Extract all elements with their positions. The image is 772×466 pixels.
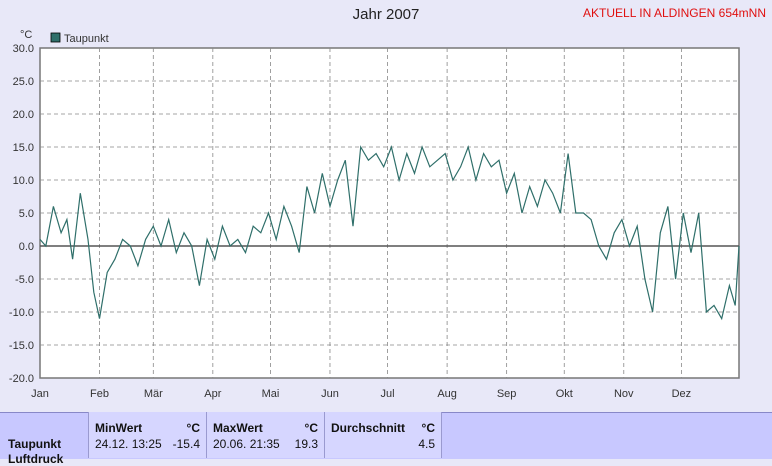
y-tick-label: -10.0	[9, 307, 34, 319]
x-tick-label: Mär	[144, 388, 163, 400]
max-value: 19.3	[294, 437, 318, 451]
x-tick-label: Mai	[262, 388, 280, 400]
stats-next-row-label: Luftdruck	[8, 452, 64, 466]
min-stat-cell: MinWert °C 24.12. 13:25 -15.4	[88, 412, 206, 458]
min-time: 24.12. 13:25	[95, 437, 162, 451]
plot-area	[39, 47, 740, 379]
max-label: MaxWert	[213, 421, 263, 435]
y-tick-label: 5.0	[19, 208, 34, 220]
max-stat-cell: MaxWert °C 20.06. 21:35 19.3	[206, 412, 324, 458]
y-tick-label: -20.0	[9, 373, 34, 385]
x-tick-label: Nov	[614, 388, 634, 400]
avg-unit: °C	[421, 421, 435, 435]
y-unit-label: °C	[20, 29, 32, 41]
avg-label: Durchschnitt	[331, 421, 406, 435]
chart-title: Jahr 2007	[352, 6, 420, 23]
stats-row-label: Taupunkt	[8, 437, 62, 451]
max-unit: °C	[304, 421, 318, 435]
y-tick-label: 20.0	[13, 109, 34, 121]
station-label[interactable]: AKTUELL IN ALDINGEN 654mNN	[583, 6, 766, 20]
y-tick-label: 10.0	[13, 175, 34, 187]
dewpoint-chart: 30.0 25.0 20.0 15.0 10.0 5.0 0.0 -5.0 -10.0 -15.0…	[9, 29, 740, 400]
max-time: 20.06. 21:35	[213, 437, 280, 451]
avg-stat-cell: Durchschnitt °C 4.5	[324, 412, 442, 458]
min-value: -15.4	[172, 437, 200, 451]
y-tick-label: -15.0	[9, 340, 34, 352]
x-tick-label: Apr	[204, 388, 221, 400]
legend-label: Taupunkt	[64, 33, 109, 45]
avg-value: 4.5	[418, 437, 435, 451]
x-tick-label: Aug	[437, 388, 457, 400]
x-tick-label: Okt	[556, 388, 573, 400]
x-tick-label: Jul	[381, 388, 395, 400]
x-tick-label: Sep	[497, 388, 517, 400]
series-line-taupunkt	[39, 144, 740, 321]
x-tick-label: Dez	[672, 388, 692, 400]
x-tick-label: Feb	[90, 388, 109, 400]
min-label: MinWert	[95, 421, 143, 435]
y-tick-label: 0.0	[19, 241, 34, 253]
min-unit: °C	[186, 421, 200, 435]
y-tick-label: 15.0	[13, 142, 34, 154]
y-tick-label: 25.0	[13, 76, 34, 88]
x-tick-label: Jun	[321, 388, 339, 400]
x-tick-label: Jan	[31, 388, 49, 400]
legend-swatch	[50, 32, 61, 43]
y-tick-label: 30.0	[13, 43, 34, 55]
y-tick-label: -5.0	[15, 274, 34, 286]
